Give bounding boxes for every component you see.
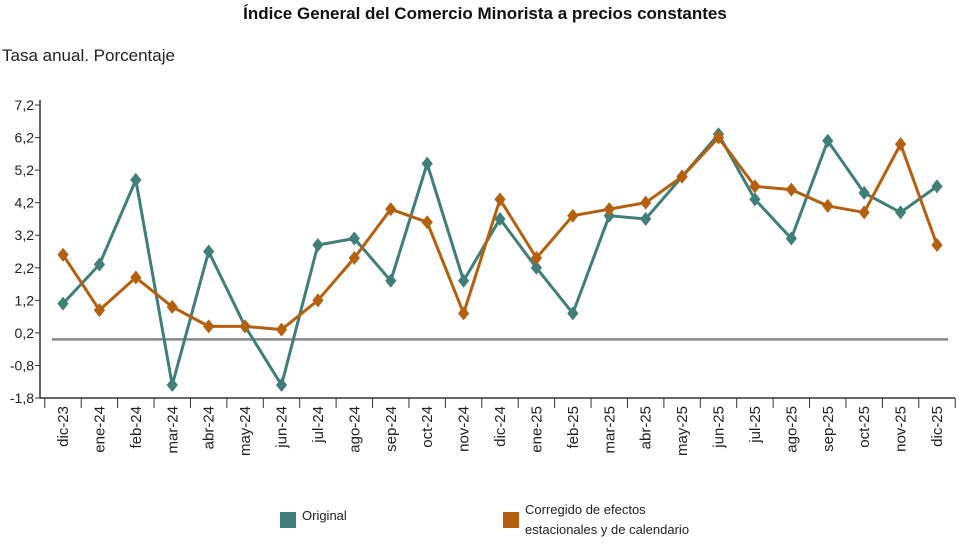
data-point-corregido xyxy=(567,208,579,223)
y-tick-label: 3,2 xyxy=(15,227,35,243)
x-tick-label: mar-24 xyxy=(164,406,181,454)
x-tick-label: oct-25 xyxy=(856,406,873,448)
x-tick-label: dic-25 xyxy=(929,406,946,447)
data-point-original xyxy=(858,185,870,200)
y-tick-label: -1,8 xyxy=(10,390,34,406)
data-point-corregido xyxy=(166,299,178,314)
x-tick-label: jun-25 xyxy=(711,406,728,449)
data-point-corregido xyxy=(421,215,433,230)
data-point-corregido xyxy=(603,202,615,217)
legend-item-original: Original xyxy=(280,508,347,528)
y-tick-label: -0,8 xyxy=(10,357,34,373)
data-point-original xyxy=(640,211,652,226)
data-point-original xyxy=(894,205,907,220)
data-point-original xyxy=(348,231,360,246)
x-tick-label: jul-24 xyxy=(310,406,327,444)
x-tick-label: sep-24 xyxy=(383,406,400,452)
x-tick-label: ago-24 xyxy=(346,406,363,453)
data-point-corregido xyxy=(494,192,506,207)
data-point-corregido xyxy=(348,251,360,266)
x-tick-label: mar-25 xyxy=(601,406,618,454)
data-point-corregido xyxy=(239,319,251,334)
data-point-original xyxy=(421,156,433,171)
legend-item-corregido: Corregido de efectos estacionales y de c… xyxy=(503,500,689,540)
data-point-original xyxy=(166,377,178,392)
chart-title: Índice General del Comercio Minorista a … xyxy=(243,4,727,23)
data-point-corregido xyxy=(457,306,470,321)
y-tick-label: 0,2 xyxy=(15,325,35,341)
x-tick-label: feb-25 xyxy=(565,406,582,449)
data-point-original xyxy=(93,257,106,272)
data-point-original xyxy=(457,273,470,288)
data-point-original xyxy=(567,306,579,321)
x-tick-label: ene-25 xyxy=(528,406,545,453)
x-tick-label: sep-25 xyxy=(820,406,837,452)
series-line-0 xyxy=(61,132,938,387)
y-tick-label: 1,2 xyxy=(15,292,35,308)
x-tick-label: nov-25 xyxy=(893,406,910,452)
x-tick-label: may-24 xyxy=(237,406,254,456)
y-tick-label: 7,2 xyxy=(15,97,35,113)
x-tick-label: nov-24 xyxy=(456,406,473,452)
x-tick-label: ago-25 xyxy=(783,406,800,453)
data-point-corregido xyxy=(931,237,943,252)
data-point-corregido xyxy=(130,270,142,285)
data-point-corregido xyxy=(57,247,69,262)
data-point-original xyxy=(785,231,797,246)
data-point-corregido xyxy=(385,202,397,217)
data-point-corregido xyxy=(785,182,797,197)
legend-label-corregido-line1: Corregido de efectos xyxy=(525,502,646,517)
chart-subtitle: Tasa anual. Porcentaje xyxy=(2,46,175,65)
y-tick-label: 4,2 xyxy=(15,195,35,211)
y-tick-label: 5,2 xyxy=(15,162,35,178)
data-point-original xyxy=(822,133,834,148)
data-point-original xyxy=(530,260,543,275)
y-tick-label: 2,2 xyxy=(15,260,35,276)
data-point-corregido xyxy=(275,322,288,337)
data-point-original xyxy=(203,244,215,259)
x-tick-label: ene-24 xyxy=(91,406,108,453)
data-point-corregido xyxy=(894,137,907,152)
x-tick-label: abr-25 xyxy=(638,406,655,449)
data-point-corregido xyxy=(749,179,761,194)
legend-label-corregido-line2: estacionales y de calendario xyxy=(525,522,690,537)
data-point-corregido xyxy=(822,198,834,213)
data-point-original xyxy=(749,192,761,207)
data-point-corregido xyxy=(530,251,543,266)
legend-label-original: Original xyxy=(302,508,347,523)
data-point-corregido xyxy=(93,303,106,318)
x-tick-label: abr-24 xyxy=(201,406,218,449)
x-tick-label: dic-24 xyxy=(492,406,509,447)
data-point-original xyxy=(494,211,506,226)
legend-swatch-original xyxy=(280,512,296,528)
data-point-corregido xyxy=(203,319,215,334)
data-point-original xyxy=(931,179,943,194)
x-tick-label: feb-24 xyxy=(128,406,145,449)
data-point-corregido xyxy=(858,205,870,220)
data-point-original xyxy=(275,377,288,392)
x-tick-label: may-25 xyxy=(674,406,691,456)
data-point-corregido xyxy=(640,195,652,210)
data-point-original xyxy=(130,172,142,187)
x-tick-label: dic-23 xyxy=(55,406,72,447)
data-point-original xyxy=(312,237,324,252)
x-tick-label: jun-24 xyxy=(274,406,291,449)
data-point-original xyxy=(385,273,397,288)
data-point-corregido xyxy=(312,293,324,308)
data-point-original xyxy=(57,296,69,311)
x-tick-label: oct-24 xyxy=(419,406,436,448)
x-tick-label: jul-25 xyxy=(747,406,764,444)
data-point-corregido xyxy=(676,169,688,184)
data-point-corregido xyxy=(712,130,725,145)
y-tick-label: 6,2 xyxy=(15,130,35,146)
legend-swatch-corregido xyxy=(503,512,519,528)
